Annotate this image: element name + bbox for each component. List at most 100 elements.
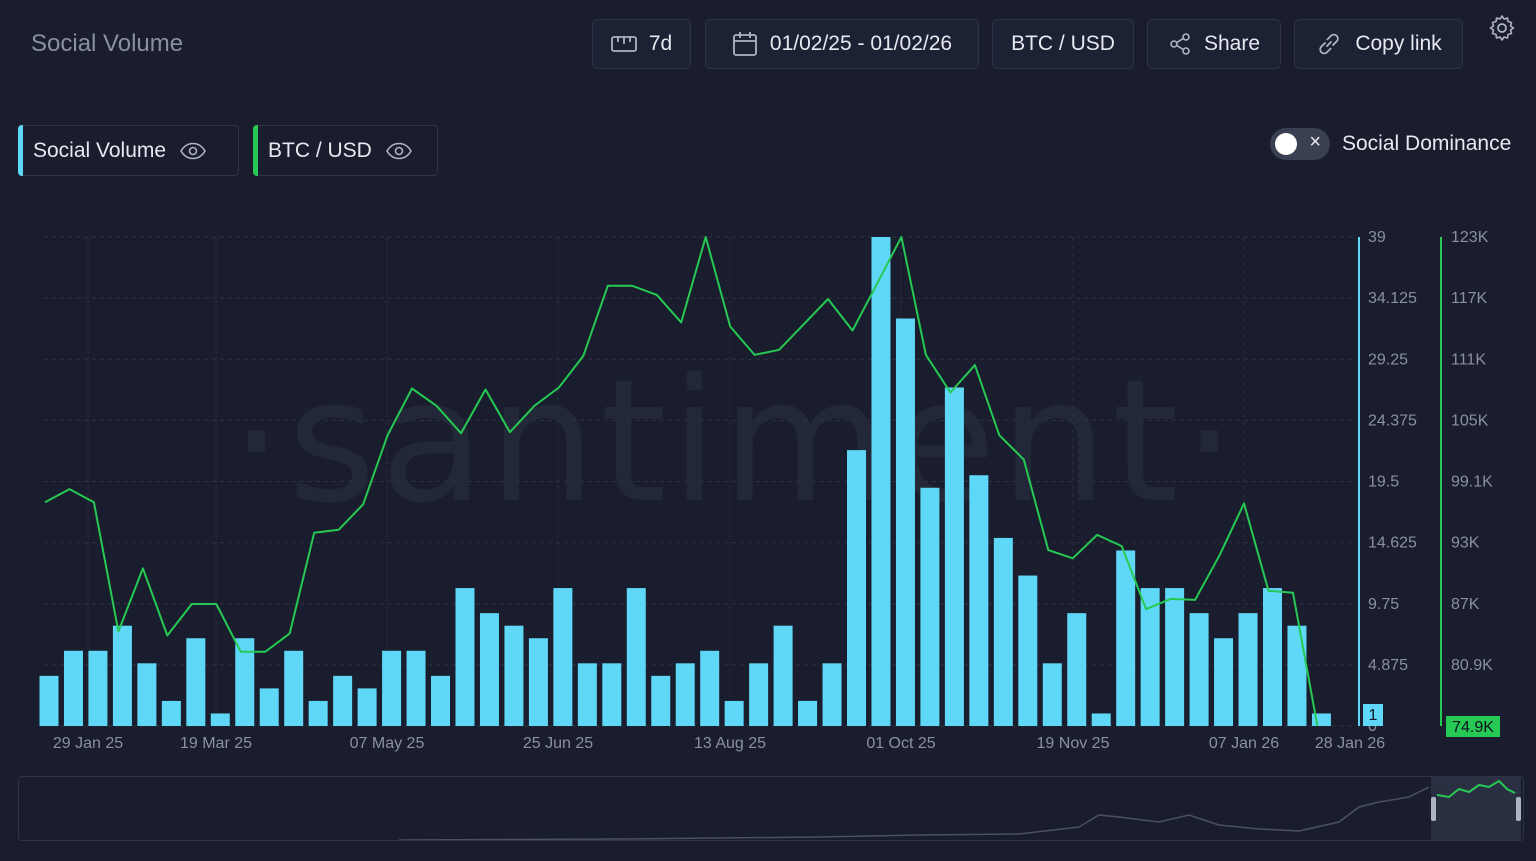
legend-color-btc-usd	[253, 125, 258, 176]
toggle-knob	[1275, 133, 1297, 155]
x-axis-label: 07 Jan 26	[1209, 735, 1279, 752]
bar-social-volume	[969, 475, 989, 726]
bar-social-volume	[504, 625, 524, 726]
legend-label-btc-usd: BTC / USD	[268, 138, 372, 162]
bar-social-volume	[39, 675, 59, 726]
bar-social-volume	[1189, 613, 1209, 726]
bar-social-volume	[724, 700, 744, 726]
left-axis-tick: 29.25	[1368, 351, 1408, 368]
line-btc-usd	[44, 236, 1319, 727]
bar-social-volume	[259, 688, 279, 726]
bar-social-volume	[88, 650, 108, 726]
bar-social-volume	[112, 625, 132, 726]
bar-social-volume	[528, 638, 548, 726]
social-dominance-control: × Social Dominance	[1270, 128, 1511, 160]
bar-social-volume	[1018, 575, 1038, 726]
link-icon	[1319, 33, 1339, 55]
copy-link-label: Copy link	[1355, 32, 1442, 55]
bar-social-volume	[357, 688, 377, 726]
settings-button[interactable]	[1488, 14, 1516, 47]
bar-social-volume	[382, 650, 402, 726]
x-axis-label: 19 Mar 25	[180, 735, 252, 752]
right-axis-tick: 93K	[1451, 535, 1480, 552]
bar-social-volume	[993, 537, 1013, 726]
bar-social-volume	[1165, 588, 1185, 726]
page-title: Social Volume	[31, 30, 184, 57]
left-last-value-badge	[1363, 704, 1383, 726]
x-axis-label: 19 Nov 25	[1037, 735, 1110, 752]
range-navigator[interactable]	[18, 776, 1524, 841]
bar-social-volume	[920, 487, 940, 726]
bar-social-volume	[284, 650, 304, 726]
bar-social-volume	[479, 613, 499, 726]
share-label: Share	[1203, 32, 1261, 55]
bar-social-volume	[553, 588, 573, 726]
bar-social-volume	[847, 450, 867, 726]
legend-social-volume[interactable]: Social Volume	[18, 125, 239, 176]
bar-social-volume	[333, 675, 353, 726]
bar-social-volume	[1091, 713, 1111, 726]
bar-social-volume	[186, 638, 206, 726]
bar-social-volume	[944, 387, 964, 726]
date-range-label: 01/02/25 - 01/02/26	[769, 32, 953, 55]
pair-button[interactable]: BTC / USD	[992, 19, 1134, 69]
bar-social-volume	[700, 650, 720, 726]
bar-social-volume	[895, 318, 915, 726]
x-axis-label: 01 Oct 25	[866, 735, 935, 752]
navigator-left-handle[interactable]	[1431, 797, 1436, 821]
bar-social-volume	[749, 663, 769, 726]
social-volume-bars	[39, 237, 1331, 726]
watermark: ·santiment·	[229, 343, 1240, 541]
right-axis-tick: 111K	[1451, 351, 1486, 368]
legend-label-social-volume: Social Volume	[33, 138, 167, 162]
bar-social-volume	[1116, 550, 1136, 726]
navigator-history-line	[398, 786, 1430, 840]
date-range-button[interactable]: 01/02/25 - 01/02/26	[705, 19, 979, 69]
bar-social-volume	[1067, 613, 1087, 726]
bar-social-volume	[235, 638, 255, 726]
calendar-icon	[733, 32, 757, 56]
share-icon	[1170, 33, 1190, 55]
bar-social-volume	[602, 663, 622, 726]
bar-social-volume	[137, 663, 157, 726]
interval-button[interactable]: 7d	[592, 19, 691, 69]
x-axis-label: 29 Jan 25	[53, 735, 123, 752]
legend-btc-usd[interactable]: BTC / USD	[253, 125, 438, 176]
bar-social-volume	[455, 588, 475, 726]
copy-link-button[interactable]: Copy link	[1294, 19, 1463, 69]
eye-icon[interactable]	[385, 142, 412, 160]
x-axis-label: 28 Jan 26	[1315, 735, 1385, 752]
bar-social-volume	[822, 663, 842, 726]
right-last-value-badge	[1446, 716, 1500, 737]
x-axis-label: 13 Aug 25	[694, 735, 766, 752]
bar-social-volume	[1140, 588, 1160, 726]
chart-grid	[44, 236, 1354, 727]
left-axis-tick: 19.5	[1368, 474, 1399, 491]
bar-social-volume	[406, 650, 426, 726]
bar-social-volume	[431, 675, 451, 726]
bar-social-volume	[626, 588, 646, 726]
right-last-value-text: 74.9K	[1452, 719, 1494, 736]
bar-social-volume	[1042, 663, 1062, 726]
social-dominance-toggle[interactable]: ×	[1270, 128, 1330, 160]
x-axis-label: 25 Jun 25	[523, 735, 593, 752]
bar-social-volume	[675, 663, 695, 726]
bar-social-volume	[1238, 613, 1258, 726]
left-axis-tick: 39	[1368, 229, 1386, 246]
right-axis-tick: 117K	[1451, 290, 1488, 307]
right-axis-tick: 105K	[1451, 412, 1489, 429]
bar-social-volume	[773, 625, 793, 726]
x-axis-label: 07 May 25	[350, 735, 425, 752]
navigator-right-handle[interactable]	[1516, 797, 1521, 821]
bar-social-volume	[1263, 588, 1282, 726]
eye-icon[interactable]	[180, 142, 207, 160]
bar-social-volume	[798, 700, 818, 726]
right-axis-tick: 87K	[1451, 596, 1480, 613]
share-button[interactable]: Share	[1147, 19, 1281, 69]
interval-label: 7d	[648, 32, 673, 55]
chart-axes: 3934.12529.2524.37519.514.6259.754.87501…	[53, 229, 1500, 752]
right-axis-tick: 123K	[1451, 229, 1489, 246]
left-axis-tick: 34.125	[1368, 290, 1417, 307]
bar-social-volume	[1214, 638, 1234, 726]
